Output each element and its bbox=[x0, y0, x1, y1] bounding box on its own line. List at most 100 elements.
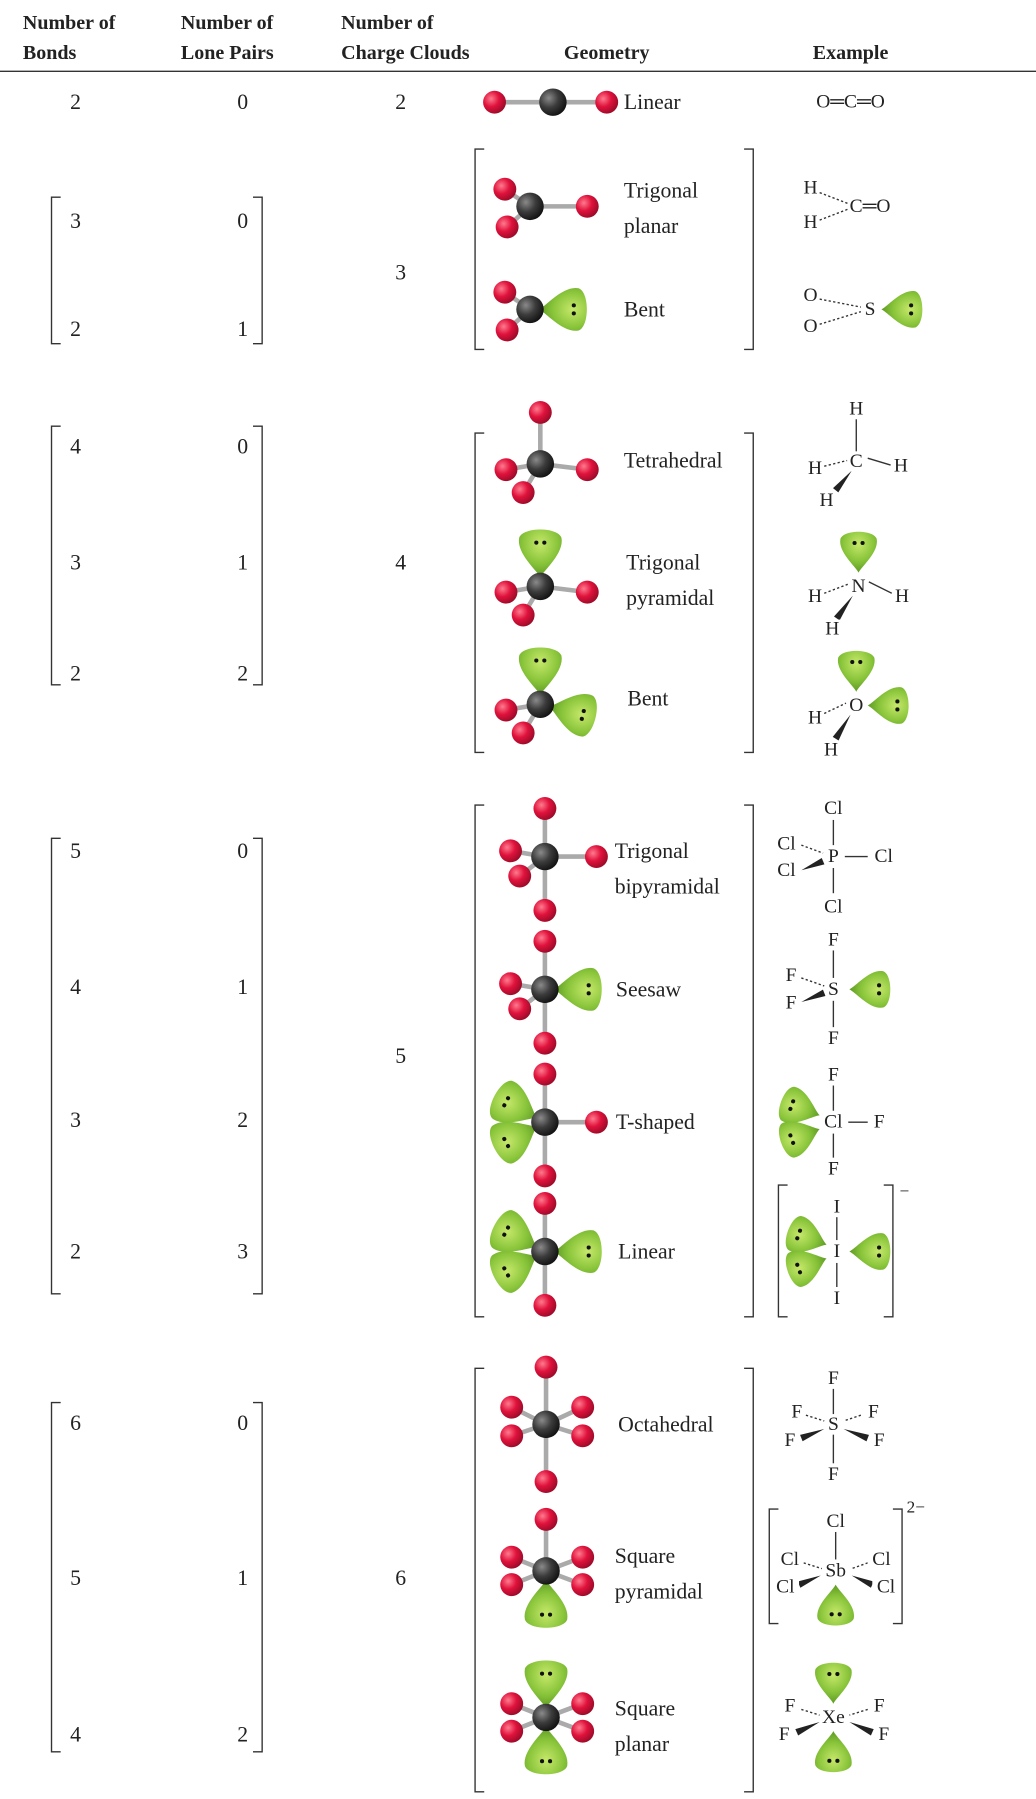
label-bg bbox=[802, 178, 819, 198]
outer-atom bbox=[494, 698, 518, 722]
central-atom bbox=[526, 450, 555, 478]
outer-atom bbox=[571, 1395, 595, 1419]
example-label: O bbox=[803, 285, 817, 306]
outer-atom bbox=[499, 972, 523, 996]
lone-pair-dot bbox=[505, 1096, 511, 1101]
lone-pair-dot bbox=[877, 983, 882, 988]
label-bg bbox=[807, 459, 824, 478]
outer-atom bbox=[500, 1573, 524, 1597]
geometry-name: pyramidal bbox=[615, 1580, 703, 1604]
example-label: H bbox=[819, 490, 833, 511]
charge-clouds: 3 bbox=[395, 261, 406, 285]
lone-pair-dot bbox=[505, 1144, 511, 1149]
example-label: F bbox=[786, 965, 797, 986]
lone-pair-lobe bbox=[539, 287, 587, 331]
column-header: Number of bbox=[23, 12, 116, 34]
central-atom bbox=[532, 1703, 560, 1732]
example-label: Cl bbox=[824, 1112, 843, 1133]
ion-bracket bbox=[892, 1508, 903, 1625]
example-label: Cl bbox=[826, 1511, 845, 1532]
lone-pair-dot bbox=[788, 1133, 793, 1138]
example-label: I bbox=[834, 1196, 840, 1217]
bonds: 6 bbox=[70, 1411, 81, 1435]
example-label: 2− bbox=[907, 1497, 925, 1516]
example-label: P bbox=[828, 846, 839, 867]
bonds: 2 bbox=[70, 661, 81, 685]
lone-pair-lobe bbox=[524, 1726, 568, 1775]
outer-atom bbox=[511, 481, 535, 504]
column-header: Lone Pairs bbox=[181, 42, 274, 64]
lone-pairs: 0 bbox=[237, 839, 248, 863]
label-bg bbox=[781, 1696, 798, 1716]
geometry-name: planar bbox=[624, 214, 679, 238]
bonds-bracket bbox=[50, 196, 61, 345]
central-atom bbox=[531, 842, 559, 871]
label-bg bbox=[848, 399, 865, 419]
lone-pair-dot bbox=[835, 1671, 840, 1677]
lobe-shape bbox=[849, 970, 891, 1008]
example-label: Cl bbox=[781, 1549, 800, 1570]
label-bg bbox=[771, 1577, 800, 1597]
lone-pair-dot bbox=[505, 1273, 511, 1278]
bonds: 4 bbox=[70, 975, 81, 999]
lone-pairs: 3 bbox=[237, 1240, 248, 1264]
outer-atom bbox=[508, 864, 532, 888]
lobe-shape bbox=[524, 1660, 568, 1709]
label-bg bbox=[823, 740, 840, 760]
lone-pair-lobe bbox=[490, 1121, 537, 1164]
example-label: F bbox=[878, 1724, 889, 1745]
geometry-name: Trigonal bbox=[615, 839, 689, 863]
lone-pair-lobe bbox=[490, 1251, 537, 1293]
example-label: O bbox=[849, 695, 863, 716]
label-bg bbox=[788, 1402, 805, 1421]
lone-pairs: 1 bbox=[237, 1566, 248, 1590]
wedge-bond bbox=[833, 470, 852, 493]
bonds: 4 bbox=[70, 1723, 81, 1747]
central-atom bbox=[516, 192, 544, 221]
outer-atom bbox=[483, 90, 506, 114]
lone-pair-dot bbox=[797, 1228, 803, 1233]
example-label: F bbox=[828, 1028, 839, 1049]
lone-pair-lobe bbox=[524, 1660, 568, 1709]
bonds: 3 bbox=[70, 1108, 81, 1132]
lone-pair-lobe bbox=[554, 1230, 602, 1273]
outer-atom bbox=[533, 797, 557, 820]
geometry-name: Linear bbox=[624, 90, 682, 114]
example-label: F bbox=[784, 1430, 795, 1451]
dashed-bond bbox=[851, 1562, 868, 1570]
outer-atom bbox=[584, 1110, 608, 1134]
outer-atom bbox=[533, 1031, 557, 1055]
outer-atom bbox=[533, 1191, 557, 1215]
lone-pair-dot bbox=[909, 311, 914, 316]
geometry-name: Linear bbox=[618, 1240, 676, 1264]
bonds-bracket bbox=[252, 196, 263, 345]
lone-pair-dot bbox=[505, 1225, 511, 1230]
geometry-bracket bbox=[474, 432, 485, 754]
geometry-bracket bbox=[744, 1367, 754, 1793]
lobe-shape bbox=[815, 1731, 852, 1773]
label-bg bbox=[825, 1415, 842, 1434]
lone-pairs: 2 bbox=[237, 1723, 248, 1747]
lone-pair-lobe bbox=[490, 1210, 537, 1252]
geometry-name: Trigonal bbox=[624, 178, 698, 202]
geometry-name: Bent bbox=[624, 297, 665, 321]
lobe-shape bbox=[817, 1584, 854, 1626]
lone-pair-lobe bbox=[840, 531, 877, 573]
label-bg bbox=[819, 799, 848, 818]
lone-pair-lobe bbox=[519, 529, 562, 578]
label-bg bbox=[892, 457, 909, 476]
outer-atom bbox=[494, 580, 518, 604]
lone-pairs: 0 bbox=[237, 90, 248, 114]
outer-atom bbox=[571, 1545, 595, 1569]
lone-pair-lobe bbox=[815, 1662, 852, 1704]
dashed-bond bbox=[803, 1562, 823, 1570]
dashed-bond bbox=[824, 459, 848, 467]
charge-clouds: 6 bbox=[395, 1566, 406, 1590]
label-bg bbox=[850, 197, 890, 216]
example-label: Cl bbox=[877, 1576, 896, 1597]
lone-pair-dot bbox=[534, 658, 539, 663]
example-label: I bbox=[834, 1241, 840, 1262]
outer-atom bbox=[500, 1395, 524, 1419]
label-bg bbox=[861, 300, 879, 319]
lobe-shape bbox=[554, 967, 602, 1011]
